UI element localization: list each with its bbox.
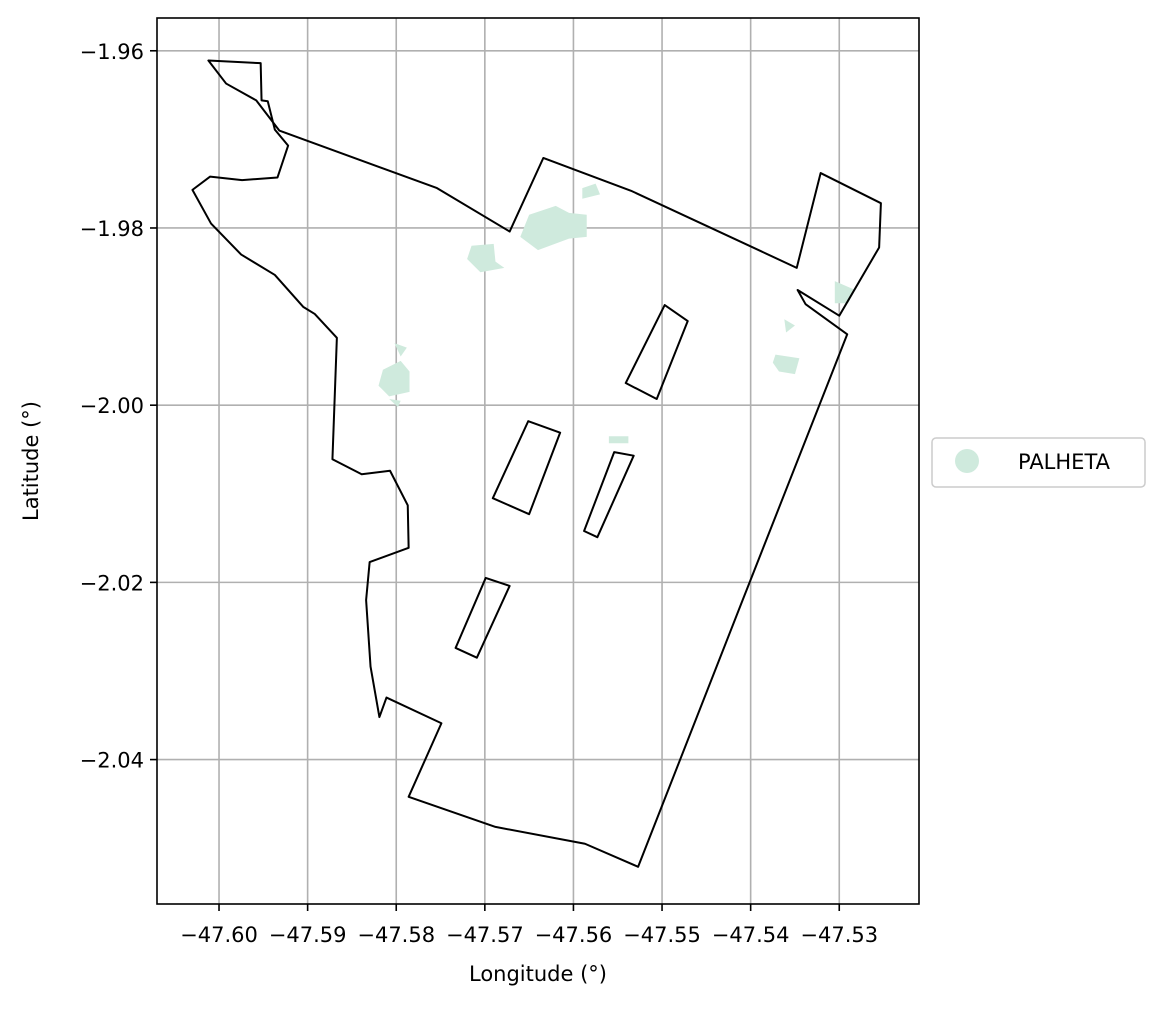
- palheta-patch-1: [520, 205, 587, 251]
- palheta-patches: [378, 183, 856, 444]
- boundary-inner-1: [583, 451, 635, 539]
- x-tick-label-0: −47.60: [180, 923, 258, 947]
- palheta-patch-0: [467, 243, 505, 273]
- x-tick-label-4: −47.56: [535, 923, 613, 947]
- x-tick-label-5: −47.55: [623, 923, 701, 947]
- y-tick-label-4: −2.04: [80, 749, 144, 773]
- y-axis-label: Latitude (°): [19, 401, 43, 521]
- legend: PALHETA: [931, 437, 1146, 488]
- x-tick-label-7: −47.53: [800, 923, 878, 947]
- x-tick-label-6: −47.54: [712, 923, 790, 947]
- boundary-polygons: [191, 59, 882, 868]
- legend-marker-palheta: [955, 449, 979, 473]
- palheta-patch-5: [389, 398, 401, 407]
- palheta-patch-8: [784, 319, 795, 333]
- x-axis-ticks: −47.60 −47.59 −47.58 −47.57 −47.56 −47.55 −47.…: [180, 904, 878, 947]
- palheta-patch-3: [378, 360, 410, 397]
- x-tick-label-1: −47.59: [269, 923, 347, 947]
- y-tick-label-1: −1.98: [80, 217, 144, 241]
- y-tick-label-0: −1.96: [80, 40, 144, 64]
- x-tick-label-3: −47.57: [446, 923, 524, 947]
- boundary-outer: [191, 59, 882, 868]
- plot-area-frame: [156, 17, 920, 905]
- legend-frame: [931, 437, 1146, 488]
- x-tick-label-2: −47.58: [357, 923, 435, 947]
- boundary-inner-3: [454, 576, 511, 659]
- y-tick-label-3: −2.02: [80, 571, 144, 595]
- x-axis-label: Longitude (°): [469, 962, 607, 986]
- palheta-patch-6: [608, 436, 629, 444]
- palheta-patch-2: [582, 183, 601, 199]
- boundary-inner-2: [624, 304, 689, 400]
- y-tick-label-2: −2.00: [80, 394, 144, 418]
- y-axis-ticks: −1.96 −1.98 −2.00 −2.02 −2.04: [80, 40, 157, 773]
- palheta-patch-7: [772, 354, 800, 375]
- legend-label-palheta: PALHETA: [1018, 450, 1111, 474]
- palheta-patch-4: [394, 343, 407, 357]
- boundary-inner-0: [491, 420, 562, 516]
- grid-lines: [157, 18, 919, 904]
